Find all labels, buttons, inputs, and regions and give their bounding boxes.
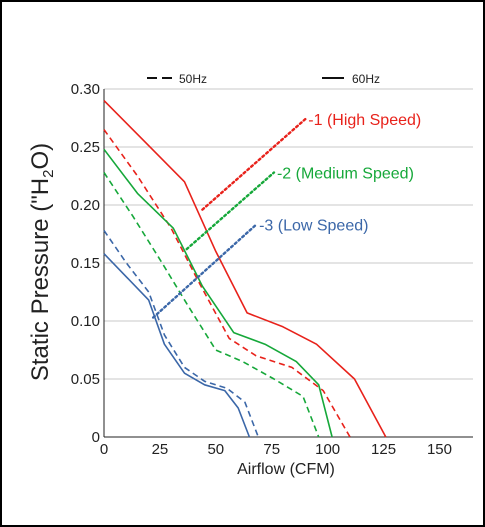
- x-axis-label: Airflow (CFM): [237, 461, 335, 478]
- annotation-label: -2 (Medium Speed): [277, 166, 414, 183]
- series-line: [103, 148, 333, 438]
- x-tick-label: 0: [100, 441, 108, 458]
- series-line: [103, 230, 260, 438]
- axes-layer: [103, 89, 473, 438]
- x-tick-label: 125: [371, 441, 396, 458]
- x-tick-label: 50: [207, 441, 224, 458]
- x-tick-label: 75: [263, 441, 280, 458]
- series-line: [103, 100, 387, 438]
- annotation-label: -1 (High Speed): [308, 112, 421, 129]
- series-line: [103, 253, 251, 438]
- grid-layer: [104, 88, 473, 380]
- tick-labels: 0 0.05 0.10 0.15 0.20 0.25 0.30 0 25 50 75 100 125 15…: [71, 81, 452, 458]
- annotation-label: -3 (Low Speed): [259, 218, 368, 235]
- y-tick-label: 0.05: [71, 371, 100, 388]
- y-axis-label-end: O): [27, 143, 54, 170]
- annotation-leader: [151, 223, 258, 319]
- series-line: [103, 129, 351, 438]
- series-line: [103, 172, 320, 438]
- annotation-leader: [201, 117, 307, 211]
- y-axis-label: Static Pressure ("H2O): [27, 143, 57, 381]
- y-tick-label: 0.20: [71, 197, 100, 214]
- legend-50hz-label: 50Hz: [179, 72, 207, 86]
- y-axis-label-main: Static Pressure ("H: [27, 178, 54, 381]
- y-tick-label: 0: [92, 429, 100, 446]
- y-tick-label: 0.10: [71, 313, 100, 330]
- legend-60hz-label: 60Hz: [352, 72, 380, 86]
- y-tick-label: 0.30: [71, 81, 100, 98]
- x-tick-label: 25: [152, 441, 169, 458]
- legend: 50Hz 60Hz: [147, 72, 380, 86]
- annotation-layer: -1 (High Speed) -2 (Medium Speed) -3 (Low …: [151, 112, 421, 319]
- y-tick-label: 0.15: [71, 255, 100, 272]
- series-layer: [103, 100, 387, 438]
- x-tick-label: 150: [427, 441, 452, 458]
- y-tick-label: 0.25: [71, 139, 100, 156]
- annotation-leader: [185, 171, 276, 251]
- x-tick-label: 100: [315, 441, 340, 458]
- y-axis-label-sub: 2: [40, 170, 57, 178]
